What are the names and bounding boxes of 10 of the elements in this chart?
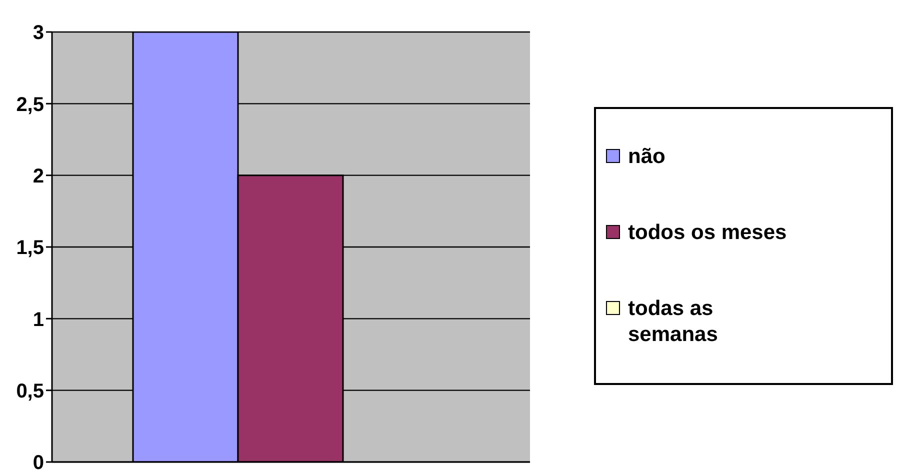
legend-label: todas as semanas — [628, 296, 719, 348]
y-tick-label: 3 — [32, 22, 44, 44]
y-tick-label: 1,5 — [16, 237, 44, 260]
y-tick-label: 0,5 — [16, 380, 44, 402]
y-tick-label: 1 — [32, 308, 44, 331]
legend-label: todos os meses — [628, 220, 788, 246]
y-tick-label: 0 — [32, 452, 44, 471]
legend-label: não — [628, 144, 666, 170]
y-tick-label: 2,5 — [16, 94, 44, 116]
y-tick-label: 2 — [32, 165, 44, 188]
